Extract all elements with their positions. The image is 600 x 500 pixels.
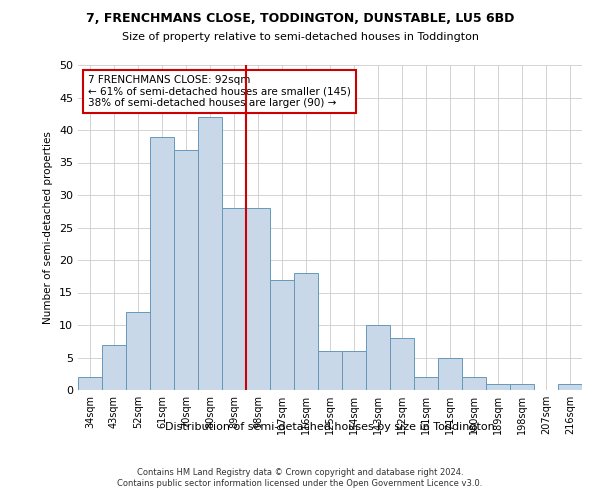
Bar — [342, 351, 366, 390]
Bar — [462, 377, 486, 390]
Bar — [294, 273, 318, 390]
Bar — [246, 208, 270, 390]
Text: Distribution of semi-detached houses by size in Toddington: Distribution of semi-detached houses by … — [165, 422, 495, 432]
Text: 7 FRENCHMANS CLOSE: 92sqm
← 61% of semi-detached houses are smaller (145)
38% of: 7 FRENCHMANS CLOSE: 92sqm ← 61% of semi-… — [88, 74, 351, 108]
Bar — [318, 351, 342, 390]
Bar — [510, 384, 534, 390]
Bar — [174, 150, 198, 390]
Bar — [558, 384, 582, 390]
Text: Contains HM Land Registry data © Crown copyright and database right 2024.
Contai: Contains HM Land Registry data © Crown c… — [118, 468, 482, 487]
Bar — [366, 325, 390, 390]
Y-axis label: Number of semi-detached properties: Number of semi-detached properties — [43, 131, 53, 324]
Bar — [270, 280, 294, 390]
Bar — [486, 384, 510, 390]
Bar — [198, 117, 222, 390]
Bar — [102, 344, 126, 390]
Bar — [78, 377, 102, 390]
Bar — [438, 358, 462, 390]
Text: 7, FRENCHMANS CLOSE, TODDINGTON, DUNSTABLE, LU5 6BD: 7, FRENCHMANS CLOSE, TODDINGTON, DUNSTAB… — [86, 12, 514, 26]
Bar — [150, 136, 174, 390]
Bar — [126, 312, 150, 390]
Bar — [390, 338, 414, 390]
Text: Size of property relative to semi-detached houses in Toddington: Size of property relative to semi-detach… — [121, 32, 479, 42]
Bar — [414, 377, 438, 390]
Bar — [222, 208, 246, 390]
